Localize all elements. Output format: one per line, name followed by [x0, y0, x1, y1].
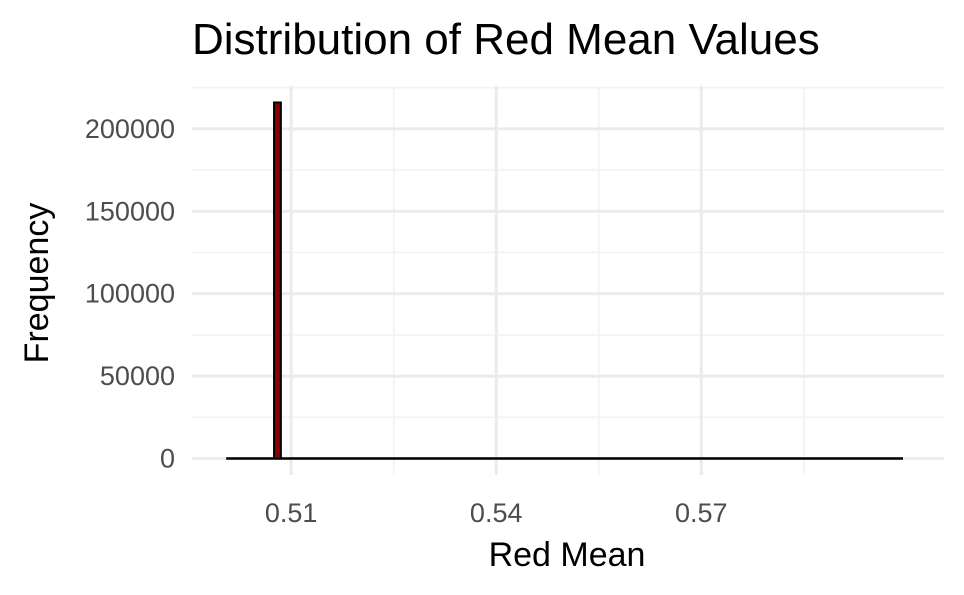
x-tick-label: 0.57: [675, 498, 728, 528]
y-tick-label: 50000: [100, 361, 175, 391]
histogram-bar: [273, 101, 282, 460]
x-axis-title: Red Mean: [489, 536, 646, 574]
chart-title: Distribution of Red Mean Values: [192, 15, 820, 64]
y-tick-label: 100000: [85, 279, 175, 309]
x-axis-ticks: 0.51 0.54 0.57: [265, 498, 728, 528]
y-tick-label: 150000: [85, 196, 175, 226]
grid: [192, 86, 944, 475]
histogram-bars: [226, 101, 903, 460]
x-tick-label: 0.51: [265, 498, 318, 528]
y-axis-ticks: 0 50000 100000 150000 200000: [85, 114, 175, 474]
y-axis-title: Frequency: [18, 203, 56, 364]
x-tick-label: 0.54: [470, 498, 523, 528]
y-tick-label: 200000: [85, 114, 175, 144]
y-tick-label: 0: [160, 444, 175, 474]
